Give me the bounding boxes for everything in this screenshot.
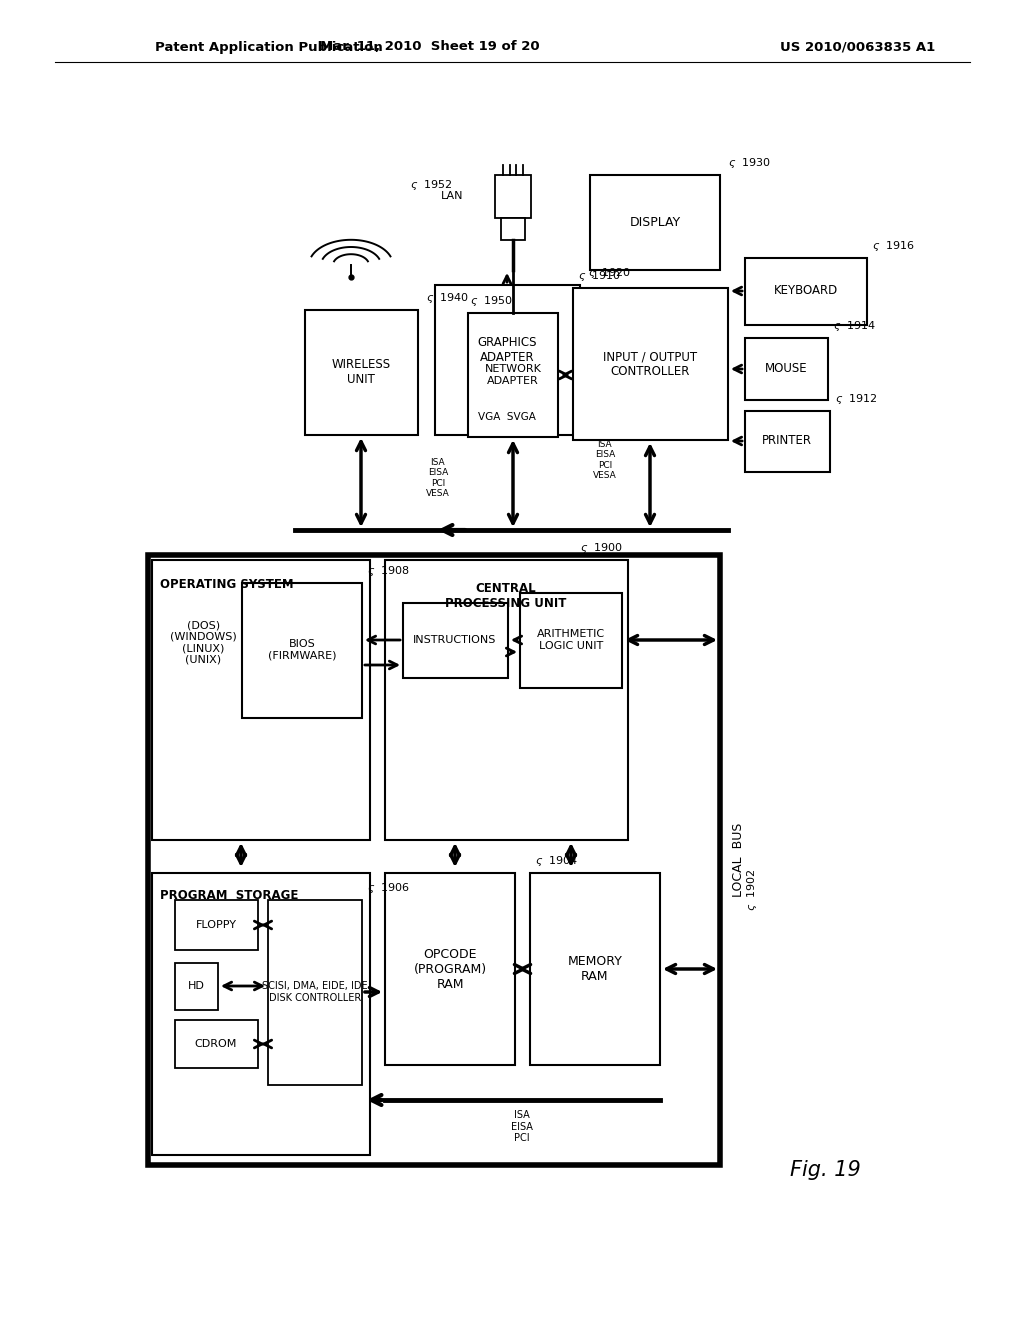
- Text: OPERATING SYSTEM: OPERATING SYSTEM: [160, 578, 294, 591]
- Text: $\varsigma$  1912: $\varsigma$ 1912: [835, 392, 878, 407]
- Bar: [495, 176, 531, 218]
- Bar: [385, 873, 515, 1065]
- Bar: [745, 257, 867, 325]
- Text: LOCAL  BUS: LOCAL BUS: [731, 822, 744, 898]
- Text: $\varsigma$  1908: $\varsigma$ 1908: [367, 564, 411, 578]
- Text: ARITHMETIC
LOGIC UNIT: ARITHMETIC LOGIC UNIT: [537, 630, 605, 651]
- Bar: [242, 583, 362, 718]
- Bar: [175, 900, 258, 950]
- Text: ISA
EISA
PCI: ISA EISA PCI: [511, 1110, 532, 1143]
- Bar: [403, 603, 508, 678]
- Bar: [305, 310, 418, 436]
- Text: BIOS
(FIRMWARE): BIOS (FIRMWARE): [267, 639, 336, 661]
- Bar: [573, 288, 728, 440]
- Bar: [268, 900, 362, 1085]
- Bar: [520, 593, 622, 688]
- Text: SCISI, DMA, EIDE, IDE
DISK CONTROLLER: SCISI, DMA, EIDE, IDE DISK CONTROLLER: [262, 981, 368, 1003]
- Text: ISA
EISA
PCI
VESA: ISA EISA PCI VESA: [426, 458, 450, 498]
- Text: GRAPHICS
ADAPTER: GRAPHICS ADAPTER: [477, 337, 537, 364]
- Text: (DOS)
(WINDOWS)
(LINUX)
(UNIX): (DOS) (WINDOWS) (LINUX) (UNIX): [170, 620, 237, 665]
- Text: Patent Application Publication: Patent Application Publication: [155, 41, 383, 54]
- Text: LAN: LAN: [440, 191, 463, 201]
- Text: MOUSE: MOUSE: [765, 363, 807, 375]
- Text: VGA  SVGA: VGA SVGA: [478, 412, 536, 422]
- Text: $\varsigma$  1906: $\varsigma$ 1906: [367, 880, 411, 895]
- Bar: [590, 176, 720, 271]
- Text: ISA
EISA
PCI
VESA: ISA EISA PCI VESA: [593, 440, 616, 480]
- Bar: [745, 411, 830, 473]
- Text: $\varsigma$  1952: $\varsigma$ 1952: [411, 178, 453, 191]
- Text: Mar. 11, 2010  Sheet 19 of 20: Mar. 11, 2010 Sheet 19 of 20: [321, 41, 540, 54]
- Bar: [152, 560, 370, 840]
- Text: $\varsigma$  1900: $\varsigma$ 1900: [580, 541, 623, 554]
- Text: PRINTER: PRINTER: [762, 434, 812, 447]
- Bar: [175, 1020, 258, 1068]
- Bar: [501, 218, 525, 240]
- Text: MEMORY
RAM: MEMORY RAM: [567, 954, 623, 983]
- Text: $\varsigma$  1930: $\varsigma$ 1930: [728, 156, 771, 170]
- Text: $\varsigma$  1950: $\varsigma$ 1950: [470, 294, 513, 308]
- Text: $\varsigma$  1940: $\varsigma$ 1940: [426, 290, 469, 305]
- Text: CDROM: CDROM: [195, 1039, 238, 1049]
- Text: $\varsigma$  1916: $\varsigma$ 1916: [872, 239, 915, 253]
- Text: INPUT / OUTPUT
CONTROLLER: INPUT / OUTPUT CONTROLLER: [603, 350, 697, 378]
- Text: WIRELESS
UNIT: WIRELESS UNIT: [332, 358, 390, 385]
- Text: CENTRAL
PROCESSING UNIT: CENTRAL PROCESSING UNIT: [445, 582, 566, 610]
- Text: US 2010/0063835 A1: US 2010/0063835 A1: [780, 41, 935, 54]
- Text: $\varsigma$  1902: $\varsigma$ 1902: [745, 869, 759, 911]
- Text: OPCODE
(PROGRAM)
RAM: OPCODE (PROGRAM) RAM: [414, 948, 486, 990]
- Text: NETWORK
ADAPTER: NETWORK ADAPTER: [484, 364, 542, 385]
- Text: KEYBOARD: KEYBOARD: [774, 285, 838, 297]
- Text: $\varsigma$  1910: $\varsigma$ 1910: [578, 269, 622, 282]
- Bar: [530, 873, 660, 1065]
- Text: $\varsigma$  1914: $\varsigma$ 1914: [833, 319, 877, 333]
- Bar: [468, 313, 558, 437]
- Text: INSTRUCTIONS: INSTRUCTIONS: [414, 635, 497, 645]
- Text: HD: HD: [187, 981, 205, 991]
- Bar: [148, 554, 720, 1166]
- Text: $\varsigma$  1920: $\varsigma$ 1920: [588, 267, 631, 280]
- Bar: [435, 285, 580, 436]
- Bar: [385, 560, 628, 840]
- Bar: [745, 338, 828, 400]
- Text: PROGRAM  STORAGE: PROGRAM STORAGE: [160, 888, 298, 902]
- Bar: [175, 964, 218, 1010]
- Text: DISPLAY: DISPLAY: [630, 215, 681, 228]
- Text: Fig. 19: Fig. 19: [790, 1160, 861, 1180]
- Bar: [152, 873, 370, 1155]
- Text: FLOPPY: FLOPPY: [196, 920, 237, 931]
- Text: $\varsigma$  1904: $\varsigma$ 1904: [535, 854, 579, 869]
